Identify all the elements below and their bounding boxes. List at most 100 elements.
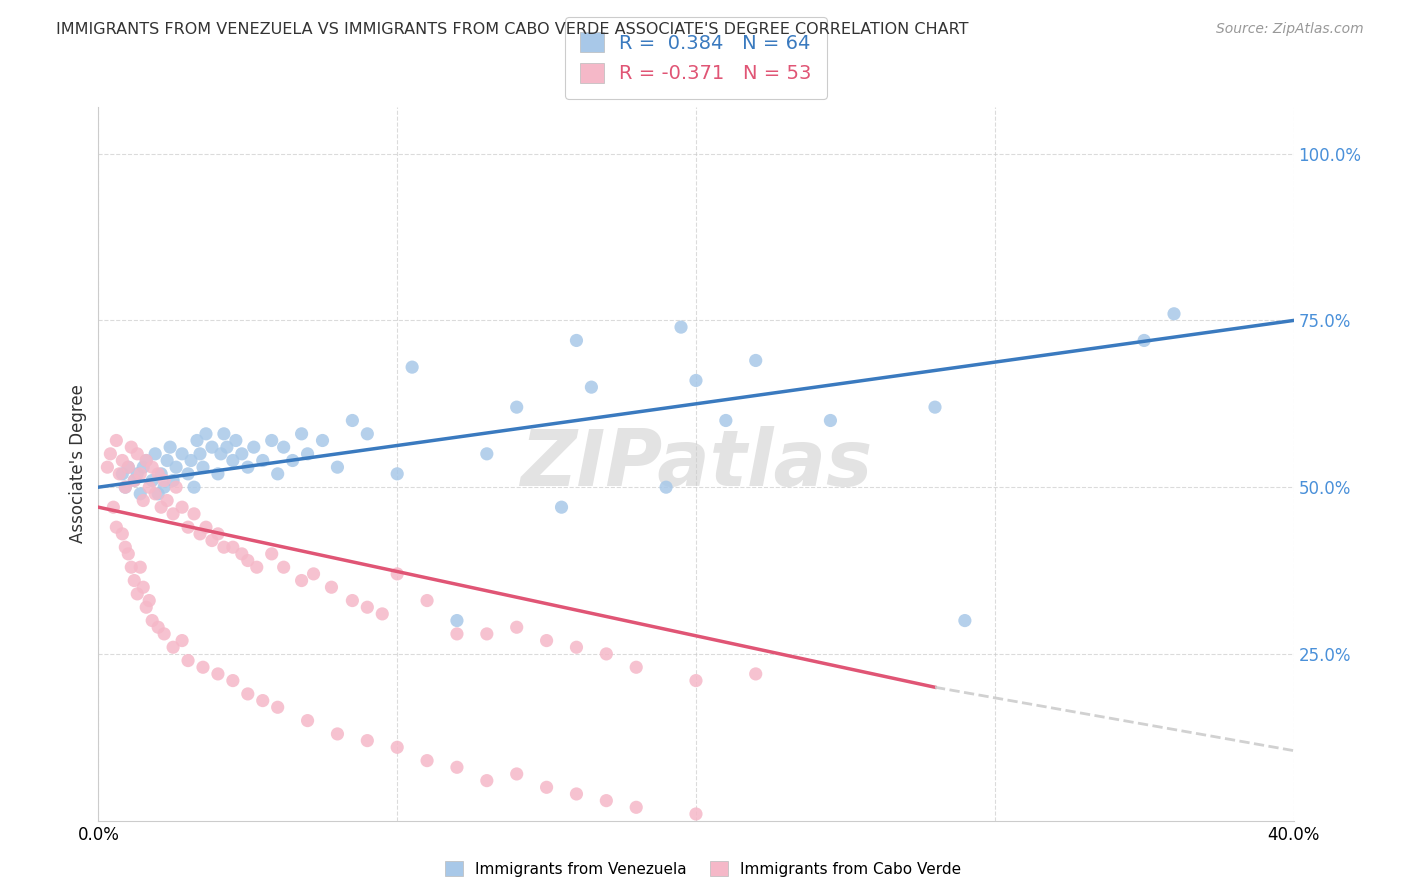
Point [669,320,692,334]
Point [581,380,603,394]
Point [291,574,314,588]
Point [475,447,498,461]
Point [183,507,205,521]
Point [475,627,498,641]
Text: IMMIGRANTS FROM VENEZUELA VS IMMIGRANTS FROM CABO VERDE ASSOCIATE'S DEGREE CORRE: IMMIGRANTS FROM VENEZUELA VS IMMIGRANTS … [56,22,969,37]
Point [177,520,200,534]
Point [356,426,378,441]
Point [356,733,378,747]
Point [186,434,208,448]
Point [124,474,146,488]
Point [953,614,976,628]
Point [188,447,211,461]
Point [162,507,184,521]
Point [385,740,409,755]
Point [201,533,224,548]
Point [207,467,229,481]
Point [153,627,176,641]
Legend: Immigrants from Venezuela, Immigrants from Cabo Verde: Immigrants from Venezuela, Immigrants fr… [437,853,969,884]
Point [260,434,283,448]
Point [195,426,218,441]
Point [311,434,333,448]
Point [506,400,529,414]
Point [98,447,122,461]
Point [96,460,118,475]
Point [172,447,194,461]
Point [385,566,409,581]
Point [141,474,163,488]
Point [135,600,157,615]
Point [143,487,166,501]
Point [114,540,136,554]
Point [117,547,139,561]
Point [212,540,235,554]
Point [246,560,269,574]
Point [127,467,149,481]
Point [207,527,229,541]
Point [685,673,707,688]
Point [506,767,529,781]
Point [117,460,139,475]
Point [127,447,149,461]
Point [188,527,211,541]
Point [385,467,409,481]
Text: Source: ZipAtlas.com: Source: ZipAtlas.com [1216,22,1364,37]
Point [156,493,179,508]
Point [120,560,142,574]
Point [191,660,214,674]
Point [655,480,678,494]
Point [148,487,170,501]
Point [105,520,128,534]
Point [209,447,232,461]
Point [114,480,136,494]
Point [371,607,394,621]
Point [180,453,202,467]
Point [141,460,163,475]
Point [124,474,146,488]
Point [595,647,617,661]
Point [273,440,295,454]
Point [236,460,259,475]
Point [111,467,134,481]
Point [356,600,378,615]
Point [141,614,163,628]
Point [326,460,349,475]
Point [595,794,617,808]
Point [105,434,128,448]
Point [124,574,146,588]
Point [165,480,187,494]
Point [714,413,737,427]
Point [108,467,131,481]
Point [297,447,319,461]
Point [150,467,173,481]
Point [565,787,588,801]
Point [159,440,181,454]
Point [401,360,423,375]
Point [302,566,325,581]
Point [129,560,152,574]
Point [475,773,498,788]
Point [924,400,946,414]
Point [191,460,214,475]
Point [243,440,266,454]
Point [148,620,170,634]
Point [745,353,768,368]
Point [138,480,160,494]
Point [111,453,134,467]
Point [342,413,364,427]
Point [111,527,134,541]
Point [135,453,157,467]
Point [1163,307,1185,321]
Point [626,800,648,814]
Point [820,413,842,427]
Point [165,460,187,475]
Point [536,780,558,795]
Point [215,440,238,454]
Point [565,640,588,655]
Point [565,334,588,348]
Y-axis label: Associate's Degree: Associate's Degree [69,384,87,543]
Point [231,547,253,561]
Point [297,714,319,728]
Point [550,500,572,515]
Point [143,447,166,461]
